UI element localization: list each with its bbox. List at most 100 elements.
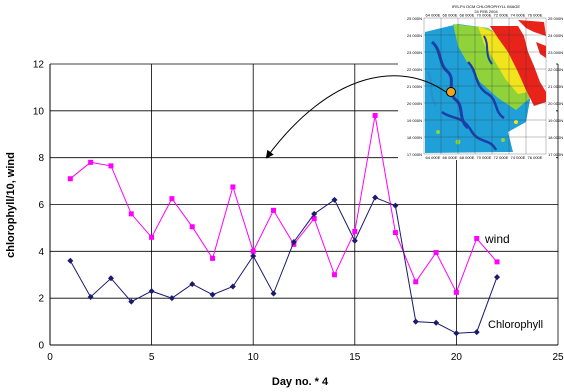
inset-latitude-labels-right: 25 000N 24 000N 23 000N 22 000N 21 000N 20 00… bbox=[548, 16, 563, 157]
data-point-wind bbox=[108, 163, 114, 169]
data-point-wind bbox=[311, 216, 317, 222]
tick-labels: 0 2 4 6 8 10 12 0 5 10 15 20 25 bbox=[33, 60, 564, 364]
x-tick-label: 20 bbox=[451, 352, 463, 363]
inset-date: 24 FEB 2004 bbox=[474, 9, 498, 14]
data-point-wind bbox=[271, 207, 277, 213]
data-point-chlorophyll bbox=[250, 253, 257, 260]
data-point-wind bbox=[250, 248, 256, 254]
data-point-chlorophyll bbox=[148, 288, 155, 295]
inset-latitude-labels-left: 25 000N 24 000N 23 000N 22 000N 21 000N 20 00… bbox=[407, 16, 422, 157]
data-point-wind bbox=[494, 259, 500, 265]
x-tick-label: 0 bbox=[47, 352, 53, 363]
data-point-chlorophyll bbox=[209, 291, 216, 298]
y-tick-label: 12 bbox=[33, 60, 45, 71]
series-chlorophyll bbox=[67, 194, 501, 337]
inset-coordinate-label: 21 000N bbox=[548, 84, 563, 89]
y-tick-label: 4 bbox=[38, 247, 44, 258]
inset-coordinate-label: 25 000N bbox=[548, 16, 563, 21]
y-tick-label: 2 bbox=[38, 294, 44, 305]
inset-coordinate-label: 20 000N bbox=[407, 101, 422, 106]
data-point-wind bbox=[352, 228, 358, 234]
data-point-chlorophyll bbox=[392, 202, 399, 209]
data-point-wind bbox=[169, 196, 175, 202]
data-point-wind bbox=[433, 250, 439, 256]
data-point-wind bbox=[88, 159, 94, 165]
data-point-wind bbox=[67, 176, 73, 182]
data-point-chlorophyll bbox=[494, 274, 501, 281]
data-point-wind bbox=[128, 211, 134, 217]
series-wind bbox=[67, 113, 500, 295]
inset-coordinate-label: 24 000N bbox=[548, 33, 563, 38]
inset-image bbox=[423, 17, 547, 155]
inset-longitude-labels-top: 64 000E 66 000E 68 000E 70 000E 72 000E 74 00… bbox=[426, 13, 543, 18]
grid-lines bbox=[50, 63, 559, 345]
data-point-wind bbox=[149, 234, 155, 240]
inset-coordinate-label: 72 000E bbox=[494, 13, 509, 18]
inset-coordinate-label: 18 000N bbox=[407, 135, 422, 140]
data-point-wind bbox=[210, 255, 216, 261]
data-point-chlorophyll bbox=[331, 196, 338, 203]
data-point-chlorophyll bbox=[189, 281, 196, 288]
data-point-chlorophyll bbox=[290, 238, 297, 245]
y-tick-label: 8 bbox=[38, 153, 44, 164]
y-tick-label: 10 bbox=[33, 106, 45, 117]
series-line-chlorophyll bbox=[69, 196, 498, 334]
data-point-wind bbox=[392, 230, 398, 236]
inset-coordinate-label: 76 000E bbox=[528, 13, 543, 18]
inset-coordinate-label: 68 000E bbox=[460, 155, 475, 160]
data-point-chlorophyll bbox=[128, 298, 135, 305]
y-tick-label: 6 bbox=[38, 200, 44, 211]
inset-coordinate-label: 17 000N bbox=[407, 152, 422, 157]
x-tick-label: 10 bbox=[248, 352, 260, 363]
inset-coordinate-label: 19 000N bbox=[407, 118, 422, 123]
annotation-chlorophyll: Chlorophyll bbox=[488, 319, 543, 331]
inset-coordinate-label: 70 000E bbox=[477, 155, 492, 160]
inset-coordinate-label: 19 000N bbox=[548, 118, 563, 123]
x-tick-label: 25 bbox=[552, 352, 564, 363]
inset-longitude-labels-bottom: 64 000E 66 000E 68 000E 70 000E 72 000E 74 00… bbox=[426, 155, 543, 160]
inset-coordinate-label: 22 000N bbox=[548, 67, 563, 72]
data-point-wind bbox=[453, 289, 459, 295]
axes bbox=[49, 64, 558, 346]
data-point-chlorophyll bbox=[473, 329, 480, 336]
data-point-chlorophyll bbox=[453, 330, 460, 337]
data-point-chlorophyll bbox=[351, 237, 358, 244]
inset-coordinate-label: 64 000E bbox=[426, 13, 441, 18]
data-point-chlorophyll bbox=[168, 295, 175, 302]
inset-coordinate-label: 68 000E bbox=[460, 13, 475, 18]
inset-coordinate-label: 70 000E bbox=[477, 13, 492, 18]
inset-coordinate-label: 23 000N bbox=[407, 50, 422, 55]
data-point-wind bbox=[474, 235, 480, 241]
inset-location-marker bbox=[446, 87, 456, 97]
inset-coordinate-label: 74 000E bbox=[511, 13, 526, 18]
data-point-chlorophyll bbox=[412, 318, 419, 325]
y-tick-label: 0 bbox=[38, 341, 44, 352]
inset-coordinate-label: 72 000E bbox=[494, 155, 509, 160]
data-point-chlorophyll bbox=[433, 319, 440, 326]
series-line-wind bbox=[69, 115, 498, 294]
data-point-chlorophyll bbox=[107, 275, 114, 282]
inset-title: IRS-P4 OCM CHLOROPHYLL IMAGE bbox=[452, 4, 520, 9]
data-point-chlorophyll bbox=[270, 290, 277, 297]
inset-coordinate-label: 22 000N bbox=[407, 67, 422, 72]
data-point-wind bbox=[189, 224, 195, 230]
inset-coordinate-label: 66 000E bbox=[443, 13, 458, 18]
data-point-wind bbox=[331, 272, 337, 278]
inset-coordinate-label: 21 000N bbox=[407, 84, 422, 89]
inset-coordinate-label: 76 000E bbox=[528, 155, 543, 160]
data-point-chlorophyll bbox=[67, 257, 74, 264]
inset-coordinate-label: 18 000N bbox=[548, 135, 563, 140]
inset-coordinate-label: 66 000E bbox=[443, 155, 458, 160]
y-axis-title: chlorophyll/10, wind bbox=[5, 152, 17, 258]
data-point-chlorophyll bbox=[87, 293, 94, 300]
data-point-chlorophyll bbox=[372, 194, 379, 201]
pointer-arrow bbox=[265, 75, 447, 159]
inset-coordinate-label: 64 000E bbox=[426, 155, 441, 160]
inset-satellite-map: IRS-P4 OCM CHLOROPHYLL IMAGE 24 FEB 2004… bbox=[398, 2, 563, 160]
data-point-chlorophyll bbox=[229, 283, 236, 290]
inset-coordinate-label: 24 000N bbox=[407, 33, 422, 38]
inset-coordinate-label: 20 000N bbox=[548, 101, 563, 106]
x-tick-label: 5 bbox=[149, 352, 155, 363]
data-point-wind bbox=[230, 184, 236, 190]
inset-coordinate-label: 23 000N bbox=[548, 50, 563, 55]
